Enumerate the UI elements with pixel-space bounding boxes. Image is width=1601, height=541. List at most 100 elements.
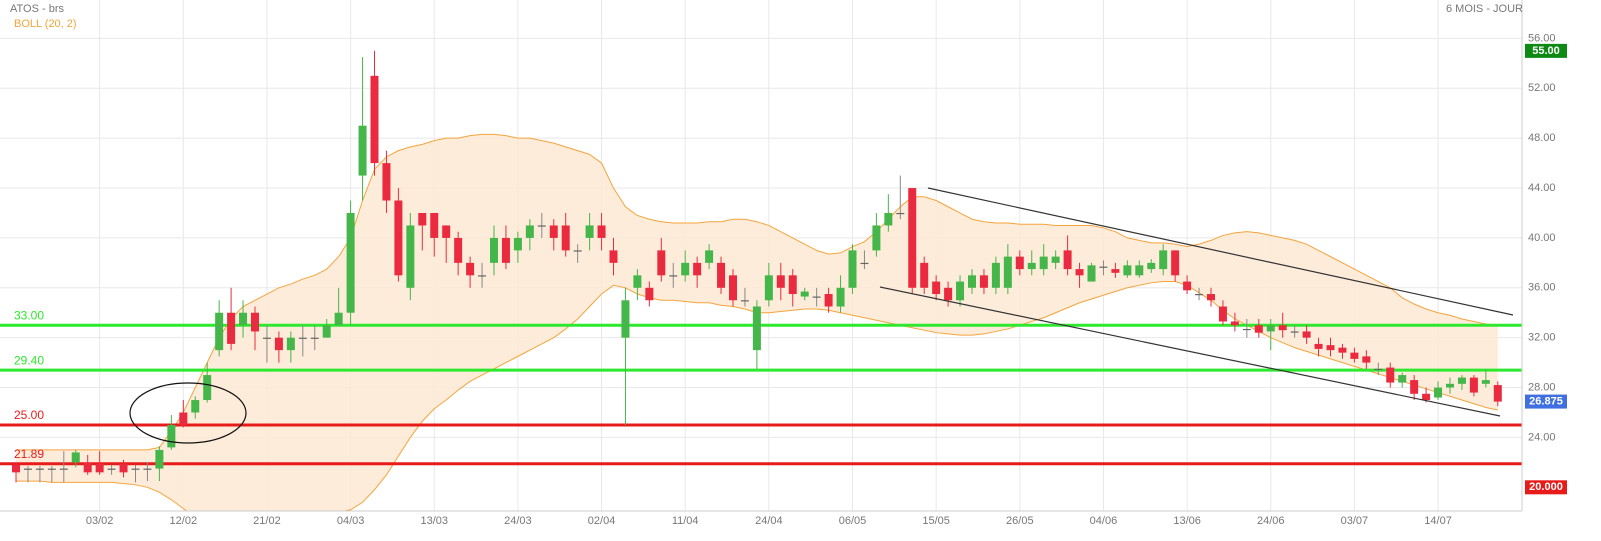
candle-body bbox=[454, 237, 463, 263]
candle-body bbox=[1457, 377, 1466, 384]
candle-body bbox=[1015, 256, 1024, 270]
chart-title: ATOS - brs bbox=[10, 3, 64, 15]
candle-body bbox=[430, 212, 439, 238]
candle-body bbox=[968, 275, 976, 288]
candle-body bbox=[705, 250, 714, 263]
candle-body bbox=[1254, 325, 1263, 333]
candle-body bbox=[370, 75, 379, 164]
candle-body bbox=[501, 237, 510, 263]
x-tick-label: 04/06 bbox=[1090, 515, 1118, 527]
y-tick-label: 48.00 bbox=[1528, 132, 1556, 144]
candle-body bbox=[513, 237, 522, 251]
candle-body bbox=[23, 468, 32, 470]
candle-body bbox=[681, 262, 690, 276]
y-tick-label: 56.00 bbox=[1528, 32, 1556, 44]
candle-body bbox=[286, 337, 295, 351]
price-badge bbox=[1525, 394, 1567, 409]
period-label: 6 MOIS - JOUR bbox=[1446, 3, 1523, 15]
candle-body bbox=[836, 287, 845, 307]
candle-body bbox=[191, 400, 200, 413]
candle-body bbox=[633, 275, 642, 288]
candle-body bbox=[1123, 265, 1132, 276]
candle-body bbox=[1446, 383, 1454, 388]
x-tick-label: 21/02 bbox=[253, 515, 281, 527]
candle-body bbox=[812, 296, 821, 298]
candle-body bbox=[1326, 345, 1335, 351]
candle-body bbox=[358, 125, 367, 176]
candle-body bbox=[71, 452, 80, 463]
candle-body bbox=[490, 237, 498, 263]
candle-body bbox=[1350, 352, 1359, 359]
candle-body bbox=[1398, 375, 1407, 383]
candle-body bbox=[1422, 393, 1431, 401]
price-badge-label: 55.00 bbox=[1532, 45, 1560, 57]
candle-body bbox=[1314, 343, 1323, 349]
candle-body bbox=[59, 468, 68, 470]
candle-body bbox=[1051, 256, 1060, 263]
candle-body bbox=[693, 262, 702, 276]
x-tick-label: 03/02 bbox=[86, 515, 114, 527]
candle-body bbox=[95, 463, 104, 473]
candle-body bbox=[896, 212, 905, 215]
candle-body bbox=[119, 463, 128, 473]
candle-body bbox=[442, 225, 451, 238]
candle-body bbox=[848, 250, 857, 288]
candle-body bbox=[537, 225, 546, 227]
candle-body bbox=[645, 287, 654, 301]
candle-body bbox=[991, 262, 1000, 288]
candle-body bbox=[274, 337, 283, 351]
x-tick-label: 04/03 bbox=[337, 515, 365, 527]
x-tick-label: 26/05 bbox=[1006, 515, 1034, 527]
candle-body bbox=[1135, 265, 1144, 276]
candle-body bbox=[824, 294, 833, 307]
candle-body bbox=[1302, 331, 1311, 338]
candle-body bbox=[418, 212, 427, 226]
candle-body bbox=[203, 375, 212, 401]
candle-body bbox=[1374, 368, 1383, 371]
candle-body bbox=[764, 275, 773, 301]
axes: 24.00 28.00 32.00 36.00 40.00 44.00 48.00 52.00… bbox=[86, 32, 1567, 527]
trend-line bbox=[879, 286, 1501, 417]
candle-body bbox=[394, 200, 403, 276]
candle-body bbox=[1362, 356, 1371, 363]
candle-body bbox=[334, 312, 343, 326]
band-fill bbox=[16, 134, 1498, 511]
candle-body bbox=[609, 250, 618, 263]
trend-line bbox=[927, 187, 1514, 316]
candle-body bbox=[406, 225, 415, 288]
candle-body bbox=[657, 250, 666, 276]
candle-body bbox=[621, 300, 630, 338]
candle-body bbox=[251, 312, 259, 332]
candle-body bbox=[1099, 266, 1108, 268]
candle-body bbox=[1386, 367, 1395, 383]
band-upper bbox=[16, 133, 1498, 451]
candle-body bbox=[944, 287, 953, 301]
candle-body bbox=[1027, 262, 1036, 270]
candle-body bbox=[561, 225, 570, 251]
candle-body bbox=[1039, 256, 1048, 270]
candle-body bbox=[1075, 269, 1084, 276]
y-tick-label: 32.00 bbox=[1528, 332, 1556, 344]
candle-body bbox=[322, 325, 331, 338]
candle-body bbox=[1230, 321, 1239, 326]
price-badge-label: 26.875 bbox=[1529, 395, 1563, 407]
x-tick-label: 13/03 bbox=[420, 515, 448, 527]
candle-body bbox=[1481, 380, 1490, 384]
candle-body bbox=[1290, 331, 1299, 333]
candle-body bbox=[860, 262, 869, 265]
level-label: 29.40 bbox=[14, 353, 44, 367]
candle-body bbox=[131, 468, 140, 470]
candle-body bbox=[83, 462, 92, 473]
candle-body bbox=[239, 312, 248, 326]
candle-body bbox=[143, 468, 152, 470]
candle-body bbox=[1242, 328, 1251, 331]
candle-body bbox=[932, 281, 941, 295]
candle-body bbox=[1147, 262, 1156, 270]
candle-body bbox=[1218, 306, 1227, 322]
x-tick-label: 03/07 bbox=[1341, 515, 1369, 527]
candle-body bbox=[1003, 256, 1012, 288]
candle-body bbox=[227, 312, 236, 344]
x-tick-label: 15/05 bbox=[922, 515, 950, 527]
x-tick-label: 24/06 bbox=[1257, 515, 1285, 527]
candle-body bbox=[717, 262, 726, 288]
